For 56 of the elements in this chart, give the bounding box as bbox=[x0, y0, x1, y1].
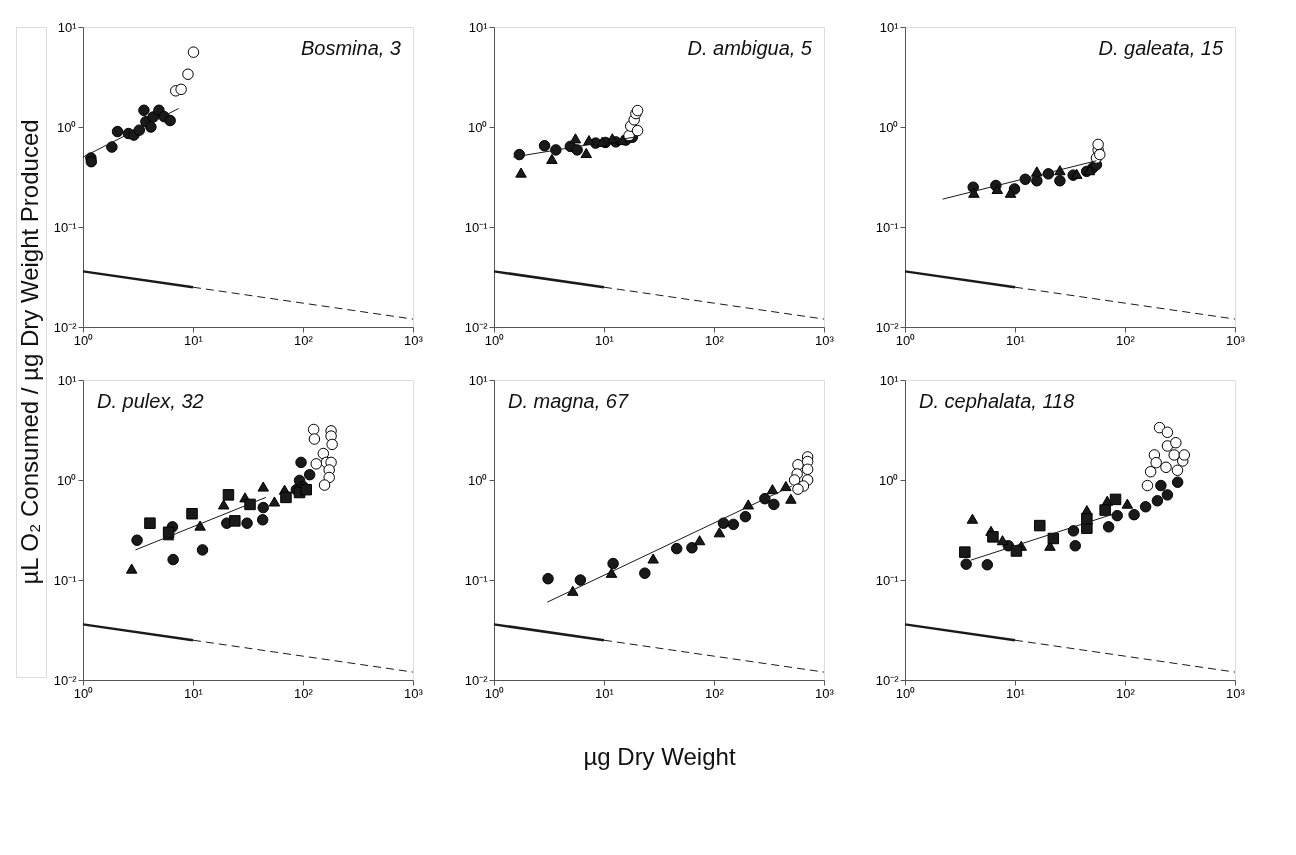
text: D. galeata, 15 bbox=[1098, 37, 1224, 59]
y-axis-title: µL O₂ Consumed / µg Dry Weight Produced bbox=[16, 119, 43, 585]
y-tick-label: 10⁰ bbox=[468, 119, 488, 135]
text: D. ambigua, 5 bbox=[687, 37, 813, 59]
x-tick-label: 10⁰ bbox=[73, 332, 94, 348]
y-tick-label: 10⁻¹ bbox=[875, 219, 900, 235]
text: D. cephalata, 118 bbox=[919, 390, 1075, 412]
y-tick-label: 10⁰ bbox=[57, 472, 77, 488]
x-tick-label: 10¹ bbox=[184, 685, 204, 701]
x-tick-label: 10³ bbox=[815, 332, 835, 348]
x-axis-title: µg Dry Weight bbox=[583, 742, 736, 770]
x-tick-label: 10¹ bbox=[595, 332, 615, 348]
x-tick-label: 10² bbox=[705, 685, 725, 701]
y-tick-label: 10¹ bbox=[57, 372, 78, 388]
y-tick-label: 10⁰ bbox=[468, 472, 488, 488]
text: D. magna, 67 bbox=[508, 390, 629, 412]
x-tick-label: 10⁰ bbox=[895, 685, 916, 701]
y-tick-label: 10⁻² bbox=[53, 672, 78, 688]
y-tick-label: 10⁻¹ bbox=[53, 572, 78, 588]
x-tick-label: 10¹ bbox=[1006, 685, 1026, 701]
y-tick-label: 10⁰ bbox=[879, 119, 899, 135]
y-tick-label: 10⁻¹ bbox=[53, 219, 78, 235]
y-tick-label: 10⁻² bbox=[53, 319, 78, 335]
x-tick-label: 10⁰ bbox=[895, 332, 916, 348]
x-tick-label: 10³ bbox=[1226, 685, 1246, 701]
x-tick-label: 10³ bbox=[815, 685, 835, 701]
x-tick-label: 10¹ bbox=[184, 332, 204, 348]
y-tick-label: 10¹ bbox=[468, 19, 489, 35]
y-tick-label: 10¹ bbox=[57, 19, 78, 35]
x-tick-label: 10³ bbox=[1226, 332, 1246, 348]
text: D. pulex, 32 bbox=[97, 390, 204, 412]
x-tick-label: 10² bbox=[705, 332, 725, 348]
x-tick-label: 10² bbox=[1116, 332, 1136, 348]
x-tick-label: 10³ bbox=[404, 685, 424, 701]
y-tick-label: 10⁻² bbox=[464, 319, 489, 335]
x-tick-label: 10⁰ bbox=[484, 685, 505, 701]
x-tick-label: 10⁰ bbox=[484, 332, 505, 348]
x-tick-label: 10⁰ bbox=[73, 685, 94, 701]
x-tick-label: 10¹ bbox=[595, 685, 615, 701]
y-tick-label: 10⁻² bbox=[875, 319, 900, 335]
y-tick-label: 10⁻¹ bbox=[464, 572, 489, 588]
y-tick-label: 10⁰ bbox=[879, 472, 899, 488]
y-tick-label: 10⁻² bbox=[875, 672, 900, 688]
y-tick-label: 10¹ bbox=[879, 372, 900, 388]
text: Bosmina, 3 bbox=[300, 37, 401, 59]
y-tick-label: 10⁰ bbox=[57, 119, 77, 135]
y-tick-label: 10⁻² bbox=[464, 672, 489, 688]
x-tick-label: 10² bbox=[294, 685, 314, 701]
y-tick-label: 10¹ bbox=[468, 372, 489, 388]
y-tick-label: 10⁻¹ bbox=[875, 572, 900, 588]
x-tick-label: 10³ bbox=[404, 332, 424, 348]
x-tick-label: 10¹ bbox=[1006, 332, 1026, 348]
y-tick-label: 10¹ bbox=[879, 19, 900, 35]
x-tick-label: 10² bbox=[1116, 685, 1136, 701]
x-tick-label: 10² bbox=[294, 332, 314, 348]
y-tick-label: 10⁻¹ bbox=[464, 219, 489, 235]
